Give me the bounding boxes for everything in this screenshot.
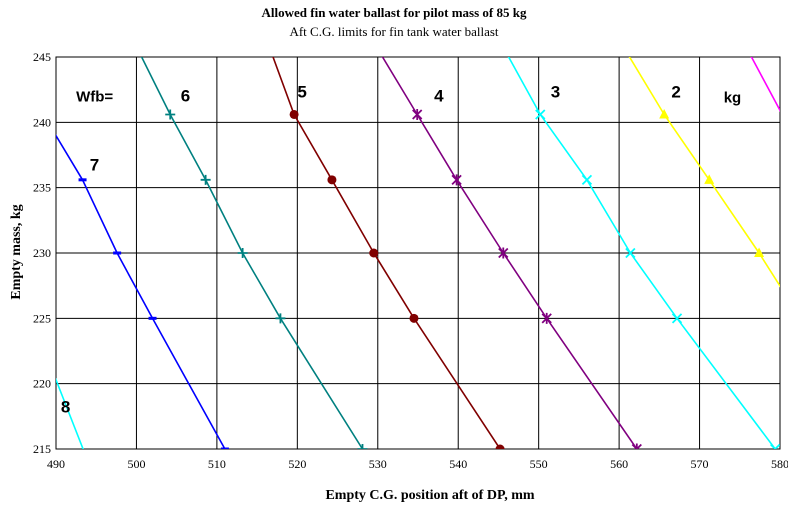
x-tick-label: 490 (47, 457, 65, 471)
data-point (704, 174, 715, 184)
y-tick-label: 220 (33, 377, 51, 391)
y-axis-ticks: 215 220 225 230 235 240 245 (33, 50, 51, 456)
annotation-label: 8 (61, 397, 70, 416)
data-point (113, 251, 122, 255)
data-point (289, 109, 299, 119)
annotation-label: 7 (90, 156, 99, 175)
annotation-label: 6 (181, 86, 190, 105)
data-point (200, 174, 211, 185)
chart-title: Allowed fin water ballast for pilot mass… (262, 5, 527, 20)
y-axis-label: Empty mass, kg (9, 204, 24, 299)
annotation-label: Wfb= (76, 88, 113, 105)
series-line (272, 57, 501, 449)
data-point (369, 248, 379, 258)
chart-subtitle: Aft C.G. limits for fin tank water balla… (289, 24, 498, 39)
data-point (220, 447, 229, 449)
y-tick-label: 230 (33, 246, 51, 260)
series-1 (56, 377, 84, 449)
data-point (659, 108, 670, 119)
annotation-label: 5 (297, 83, 306, 102)
x-tick-label: 560 (610, 457, 628, 471)
data-point (625, 247, 636, 259)
y-tick-label: 225 (33, 311, 51, 325)
x-tick-label: 500 (127, 457, 145, 471)
x-tick-label: 570 (691, 457, 709, 471)
data-point (275, 313, 286, 324)
data-point (671, 313, 683, 324)
x-tick-label: 520 (288, 457, 306, 471)
data-point (78, 178, 87, 182)
data-point (754, 247, 765, 257)
x-tick-label: 530 (369, 457, 387, 471)
x-axis-ticks: 490 500 510 520 530 540 550 560 570 580 (47, 457, 788, 471)
x-tick-label: 510 (208, 457, 226, 471)
y-tick-label: 215 (33, 442, 51, 456)
gridlines (55, 56, 781, 450)
x-tick-label: 550 (530, 457, 548, 471)
data-point (535, 109, 546, 120)
x-tick-label: 580 (771, 457, 788, 471)
series-6 (507, 57, 780, 449)
series-5 (381, 57, 642, 449)
x-axis-label: Empty C.G. position aft of DP, mm (325, 488, 534, 503)
data-point (327, 175, 337, 185)
annotation-label: kg (724, 90, 742, 107)
data-point (495, 444, 505, 449)
data-point (165, 109, 176, 120)
data-point (541, 312, 552, 324)
data-point (412, 108, 423, 120)
data-point (148, 316, 157, 320)
series-7 (628, 57, 780, 288)
annotation-label: 2 (671, 83, 680, 102)
data-point (357, 444, 368, 449)
data-point (237, 248, 248, 258)
series-line (750, 57, 780, 113)
series-layer (56, 57, 780, 449)
annotation-label: 3 (551, 83, 560, 102)
y-tick-label: 235 (33, 181, 51, 195)
annotation-label: 4 (434, 86, 444, 105)
data-point (498, 247, 509, 259)
x-tick-label: 540 (449, 457, 467, 471)
series-2 (56, 134, 229, 449)
y-tick-label: 240 (33, 115, 51, 129)
data-point (581, 174, 593, 185)
series-line (140, 57, 364, 449)
series-8 (750, 57, 780, 113)
series-line (56, 377, 84, 449)
series-line (507, 57, 776, 449)
series-4 (272, 57, 505, 449)
data-point (409, 313, 419, 323)
data-point (451, 174, 462, 186)
annotation-layer: Wfb= 6 5 4 3 2 kg 7 8 (61, 83, 741, 417)
series-3 (140, 57, 368, 449)
series-line (381, 57, 638, 449)
y-tick-label: 245 (33, 50, 51, 64)
data-point (770, 443, 780, 449)
data-point (631, 443, 642, 449)
